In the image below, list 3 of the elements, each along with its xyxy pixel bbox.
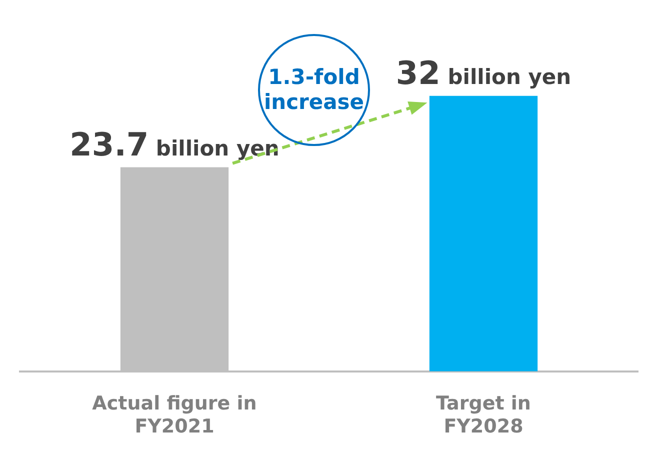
x-tick-label: Actual figure in FY2021	[92, 392, 257, 438]
x-tick-label: Target in FY2028	[436, 392, 531, 438]
data-label: 32 billion yen	[396, 54, 572, 92]
